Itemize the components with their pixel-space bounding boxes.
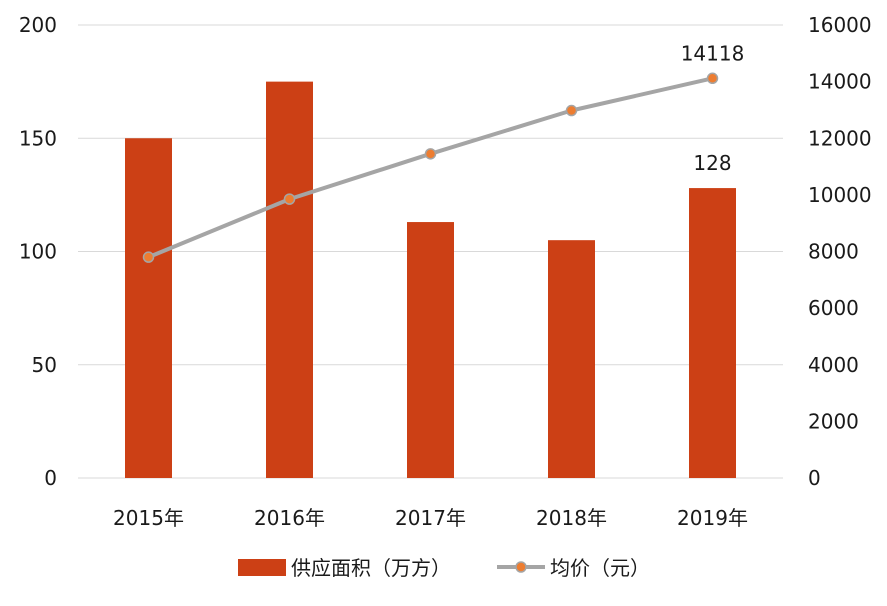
legend-label: 供应面积（万方） <box>291 556 451 580</box>
line-point <box>565 104 578 117</box>
data-label: 128 <box>693 151 731 175</box>
bar <box>407 222 454 478</box>
y-right-tick-label: 14000 <box>808 70 872 94</box>
y-right-tick-label: 2000 <box>808 409 859 433</box>
x-tick-label: 2018年 <box>536 506 607 530</box>
y-right-tick-label: 8000 <box>808 240 859 264</box>
y-left-tick-label: 50 <box>32 353 57 377</box>
line-point <box>706 72 719 85</box>
y-right-tick-label: 4000 <box>808 353 859 377</box>
bar <box>266 81 313 478</box>
bar <box>125 138 172 478</box>
legend-swatch-marker <box>515 561 527 573</box>
legend-label: 均价（元） <box>550 556 650 580</box>
data-label: 14118 <box>681 41 745 65</box>
line-point <box>283 193 296 205</box>
legend-swatch-bar <box>238 559 286 576</box>
x-tick-label: 2016年 <box>254 506 325 530</box>
bar <box>689 188 736 478</box>
x-tick-label: 2015年 <box>113 506 184 530</box>
y-right-tick-label: 16000 <box>808 13 872 37</box>
y-left-tick-label: 0 <box>44 466 57 490</box>
bar <box>548 240 595 478</box>
line-point <box>424 148 437 160</box>
y-left-tick-label: 200 <box>19 13 57 37</box>
y-right-tick-label: 0 <box>808 466 821 490</box>
x-tick-label: 2017年 <box>395 506 466 530</box>
line-point <box>142 251 155 263</box>
y-left-tick-label: 100 <box>19 240 57 264</box>
y-right-tick-label: 12000 <box>808 126 872 150</box>
y-left-tick-label: 150 <box>19 126 57 150</box>
x-tick-label: 2019年 <box>677 506 748 530</box>
y-right-tick-label: 6000 <box>808 296 859 320</box>
y-right-tick-label: 10000 <box>808 183 872 207</box>
